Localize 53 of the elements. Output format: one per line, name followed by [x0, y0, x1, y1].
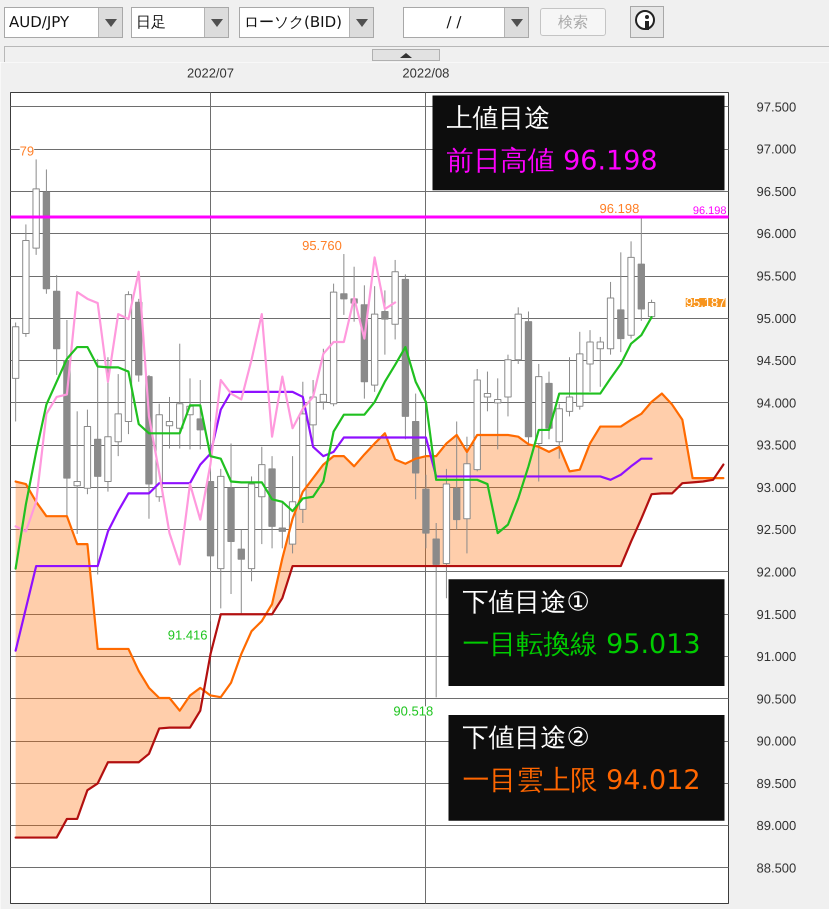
y-tick-label: 89.000	[756, 818, 796, 834]
candlestick	[278, 501, 286, 549]
y-tick-label: 94.000	[756, 395, 796, 410]
candlestick	[320, 348, 328, 410]
y-tick-label: 96.000	[756, 226, 796, 242]
candlestick	[596, 336, 604, 388]
annotation: 91.416	[168, 627, 208, 642]
annotation: 90.518	[393, 703, 434, 718]
candlestick	[340, 254, 348, 316]
candlestick	[73, 410, 81, 534]
y-tick-label: 91.000	[756, 649, 796, 664]
annotation: 下値目途②	[462, 722, 590, 753]
y-tick-label: 95.500	[756, 268, 796, 284]
y-tick-label: 96.500	[756, 184, 796, 199]
annotation: 95.187	[686, 294, 726, 310]
y-tick-label: 95.000	[756, 310, 796, 326]
annotation: 一目雲上限 94.012	[462, 764, 701, 796]
y-tick-label: 91.500	[756, 606, 796, 622]
annotation: 一目転換線 95.013	[462, 629, 701, 660]
x-tick-label: 2022/07	[187, 66, 234, 80]
candlestick	[494, 378, 502, 450]
line-series	[14, 463, 724, 839]
candlestick	[566, 356, 574, 417]
candlestick	[484, 371, 492, 412]
text: / /	[446, 12, 462, 33]
x-tick-label: 2022/08	[402, 66, 450, 80]
y-tick-label: 90.000	[756, 734, 796, 749]
annotation: 95.760	[302, 238, 342, 254]
y-tick-label: 92.000	[756, 564, 796, 580]
y-tick-label: 89.500	[756, 776, 796, 791]
y-tick-label: 97.000	[756, 142, 796, 157]
text: 日足	[136, 12, 167, 33]
candlestick	[166, 396, 174, 450]
text: AUD/JPY	[9, 12, 70, 33]
y-tick-label: 94.500	[756, 353, 796, 368]
candlestick	[381, 290, 389, 356]
annotation: 79	[20, 143, 34, 158]
y-tick-label: 93.000	[756, 480, 796, 495]
candlestick	[238, 529, 245, 614]
y-tick-label: 92.500	[756, 522, 796, 538]
candlestick	[586, 330, 594, 392]
ref-line-label: 96.198	[692, 204, 727, 217]
annotation: 上値目途	[446, 103, 550, 134]
line-series	[14, 256, 396, 566]
annotation: 下値目途①	[462, 587, 590, 618]
y-tick-label: 97.500	[756, 99, 796, 114]
y-tick-label: 93.500	[756, 438, 796, 453]
text: ローソク(BID)	[244, 12, 343, 33]
text: 検索	[540, 8, 606, 36]
y-tick-label: 90.500	[756, 691, 796, 706]
annotation: 前日高値 96.198	[446, 145, 658, 176]
y-tick-label: 88.500	[756, 860, 796, 876]
annotation: 96.198	[600, 200, 640, 216]
